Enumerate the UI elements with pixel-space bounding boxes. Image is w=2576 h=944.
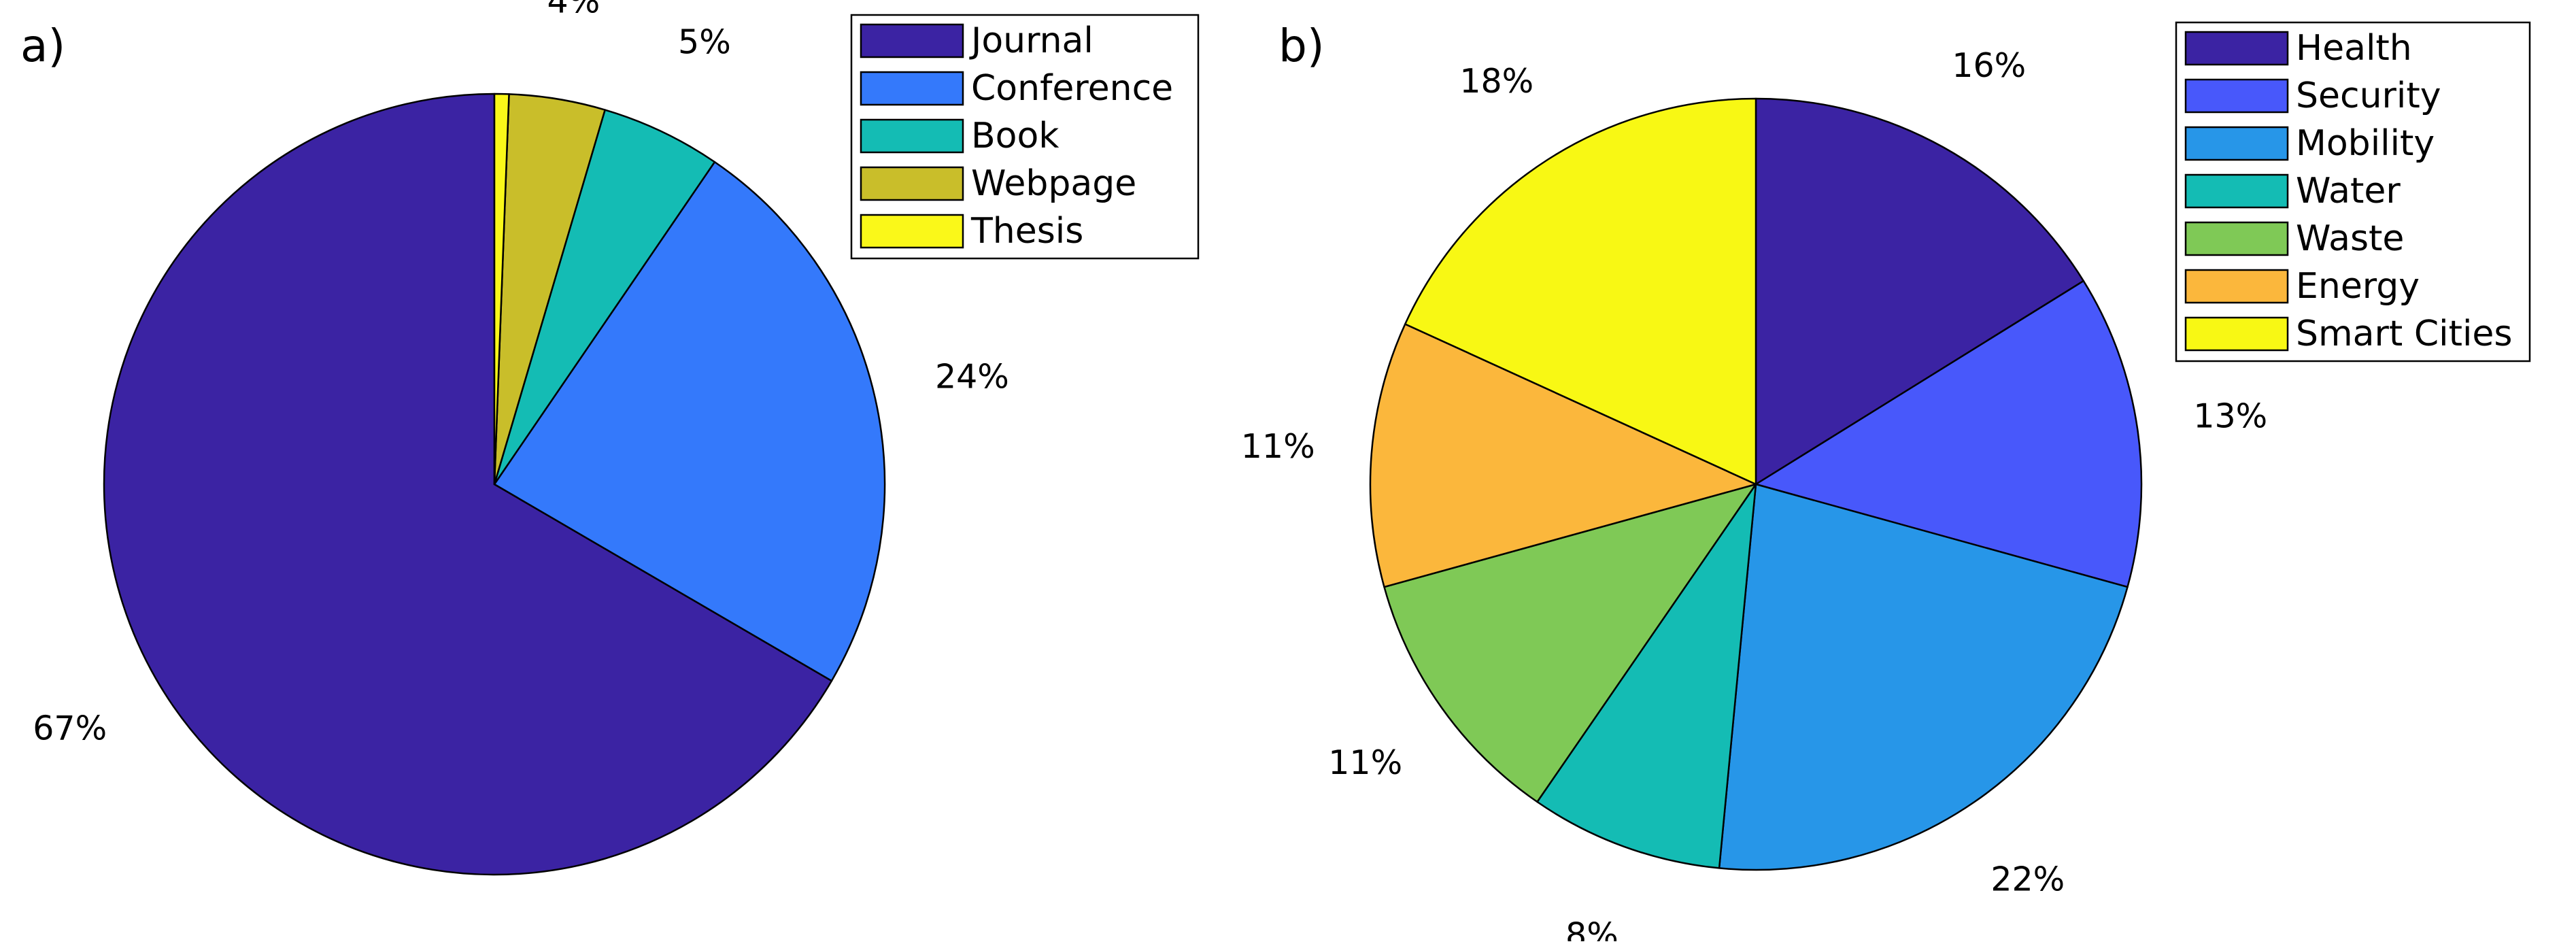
legend-label-thesis: Thesis — [970, 211, 1083, 252]
pie-slice-journal — [103, 92, 833, 876]
percent-label-book: 5% — [678, 23, 731, 62]
pie-slice-thesis — [493, 92, 510, 486]
percent-label-energy: 11% — [1241, 427, 1315, 466]
panel-b-legend: Health Security Mobility Water Waste Energy Sm… — [2175, 21, 2531, 363]
legend-label-journal: Journal — [969, 20, 1094, 61]
legend-swatch-smart-cities — [2184, 316, 2289, 352]
legend-swatch-waste — [2184, 221, 2289, 256]
panel-b-slices — [1369, 97, 2143, 871]
percent-label-journal: 67% — [33, 709, 107, 748]
percent-label-conference: 24% — [935, 358, 1009, 397]
legend-label-energy: Energy — [2296, 266, 2420, 307]
legend-label-health: Health — [2296, 28, 2412, 69]
legend-label-smart-cities: Smart Cities — [2296, 314, 2513, 354]
panel-b-percent-labels: 16% 13% 22% 8% 11% 11% 18% — [1241, 46, 2268, 944]
legend-label-conference: Conference — [971, 68, 1173, 109]
pie-slice-book — [493, 109, 716, 486]
percent-label-water: 8% — [1565, 916, 1619, 942]
panel-a-label: a) — [20, 20, 65, 72]
legend-swatch-energy — [2184, 269, 2289, 304]
pie-slice-health — [1755, 97, 2085, 486]
panel-a-legend: Journal Conference Book Webpage Thesis — [850, 14, 1200, 260]
pie-slice-mobility — [1718, 483, 2129, 871]
legend-swatch-thesis — [860, 214, 964, 249]
percent-label-health: 16% — [1952, 46, 2026, 85]
legend-swatch-security — [2184, 78, 2289, 114]
percent-label-waste: 11% — [1328, 743, 1402, 782]
pie-slice-smart-cities — [1404, 97, 1757, 486]
legend-swatch-health — [2184, 31, 2289, 66]
panel-a-pie-chart: a) 67% 24% 5% 4% Journal Conference Book Webpa… — [20, 0, 1200, 876]
legend-label-webpage: Webpage — [971, 163, 1136, 204]
legend-swatch-book — [860, 118, 964, 154]
legend-swatch-conference — [860, 71, 964, 106]
pie-slice-energy — [1369, 323, 1757, 588]
legend-label-water: Water — [2296, 171, 2401, 212]
percent-label-webpage: 4% — [547, 0, 600, 21]
panel-b-label: b) — [1278, 20, 1325, 72]
panel-b-pie-chart: b) 16% 13% 22% 8% 11% 11% 18% Health Security Mo… — [1241, 20, 2531, 944]
legend-swatch-mobility — [2184, 126, 2289, 161]
pie-slice-water — [1536, 483, 1757, 869]
panel-a-percent-labels: 67% 24% 5% 4% — [33, 0, 1009, 748]
percent-label-mobility: 22% — [1990, 860, 2065, 899]
legend-swatch-journal — [860, 23, 964, 58]
panel-a-slices — [103, 92, 886, 876]
legend-label-mobility: Mobility — [2296, 123, 2435, 164]
pie-slice-waste — [1383, 483, 1757, 803]
legend-swatch-water — [2184, 173, 2289, 209]
legend-swatch-webpage — [860, 166, 964, 201]
percent-label-smart-cities: 18% — [1459, 62, 1533, 101]
legend-label-security: Security — [2296, 75, 2441, 116]
legend-label-book: Book — [971, 116, 1059, 156]
legend-label-waste: Waste — [2296, 218, 2404, 259]
percent-label-security: 13% — [2193, 397, 2267, 436]
pie-slice-conference — [493, 161, 886, 682]
